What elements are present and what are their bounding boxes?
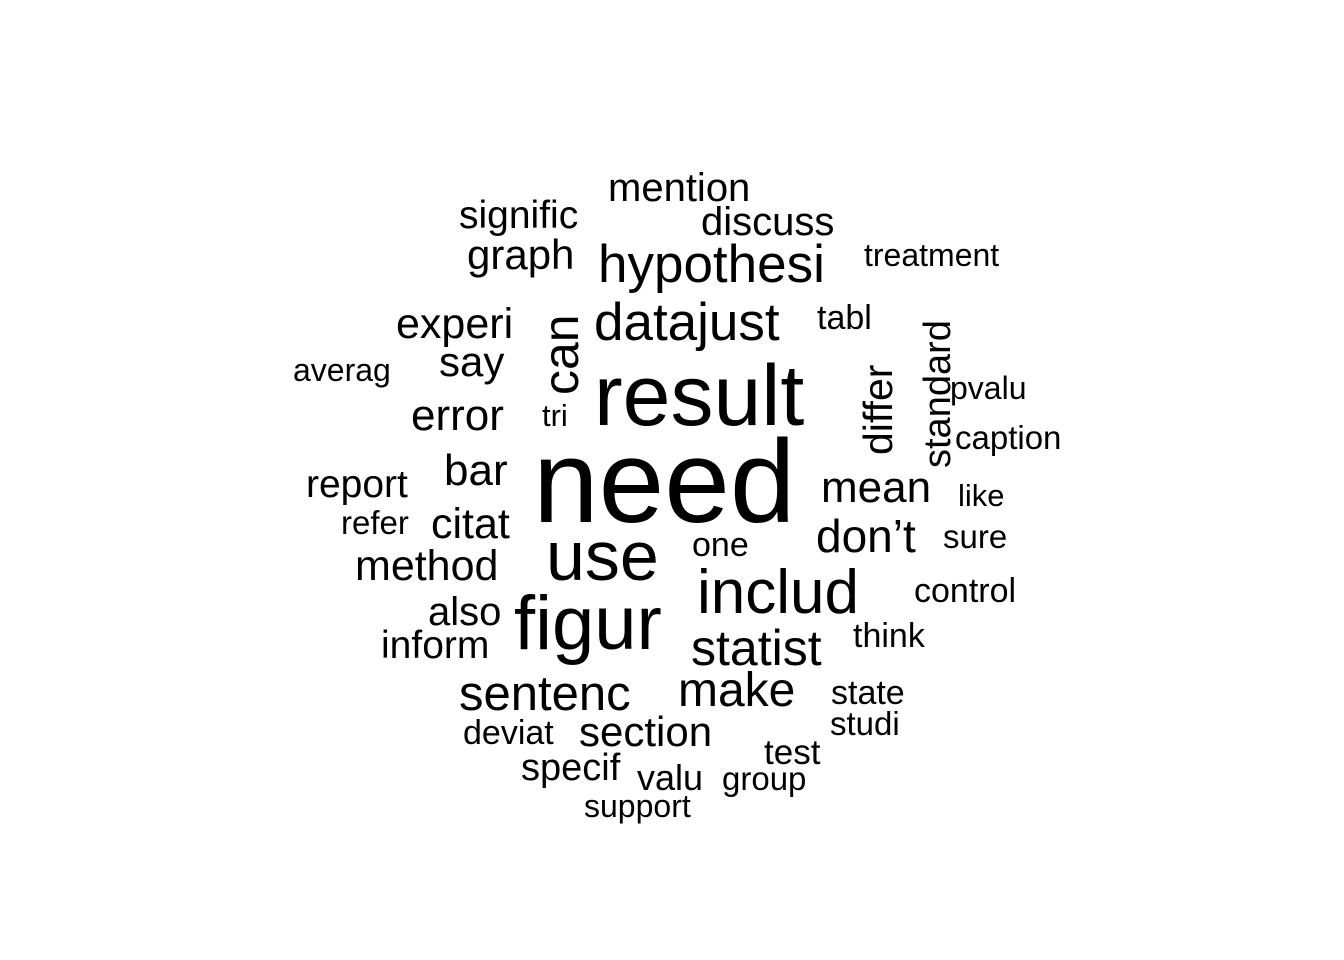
- word-29: specif: [521, 747, 621, 789]
- word-31: test: [764, 733, 821, 772]
- word-4: includ: [697, 558, 859, 627]
- word-40: sure: [943, 518, 1007, 555]
- word-32: tabl: [817, 299, 872, 337]
- word-16: bar: [444, 446, 508, 495]
- word-44: averag: [293, 352, 391, 388]
- word-38: caption: [955, 419, 1061, 456]
- word-7: hypothesi: [598, 235, 825, 294]
- word-5: can: [533, 314, 589, 395]
- word-3: use: [546, 517, 659, 595]
- word-24: discuss: [701, 200, 834, 244]
- word-43: deviat: [463, 714, 554, 752]
- word-12: mean: [821, 463, 931, 512]
- word-34: think: [853, 617, 926, 655]
- word-23: also: [428, 590, 501, 634]
- word-20: section: [579, 708, 712, 755]
- word-22: say: [439, 338, 504, 385]
- word-0: need: [533, 416, 796, 548]
- word-21: graph: [467, 231, 574, 278]
- word-17: method: [355, 542, 498, 590]
- word-30: valu: [637, 757, 703, 798]
- word-27: inform: [381, 624, 489, 667]
- word-6: datajust: [594, 293, 780, 352]
- word-2: figur: [514, 581, 662, 666]
- word-19: experi: [396, 300, 513, 348]
- word-41: treatment: [864, 237, 999, 273]
- word-15: error: [411, 391, 504, 440]
- word-39: studi: [830, 705, 900, 742]
- word-33: state: [831, 674, 905, 712]
- word-25: mention: [608, 166, 750, 210]
- word-45: refer: [341, 504, 409, 541]
- word-26: report: [306, 463, 408, 506]
- word-9: statist: [691, 620, 822, 676]
- word-36: one: [692, 526, 749, 564]
- word-28: signific: [459, 194, 578, 237]
- word-47: like: [958, 478, 1005, 513]
- word-14: standard: [917, 320, 959, 468]
- word-18: citat: [431, 500, 510, 548]
- word-42: pvalu: [950, 370, 1027, 406]
- word-48: tri: [542, 398, 568, 433]
- word-11: don’t: [816, 510, 916, 562]
- word-46: support: [584, 788, 691, 824]
- word-37: control: [914, 572, 1016, 610]
- word-8: sentenc: [459, 667, 631, 721]
- word-13: differ: [855, 365, 901, 455]
- word-10: make: [678, 664, 795, 717]
- word-1: result: [594, 348, 804, 444]
- word-35: group: [722, 760, 806, 797]
